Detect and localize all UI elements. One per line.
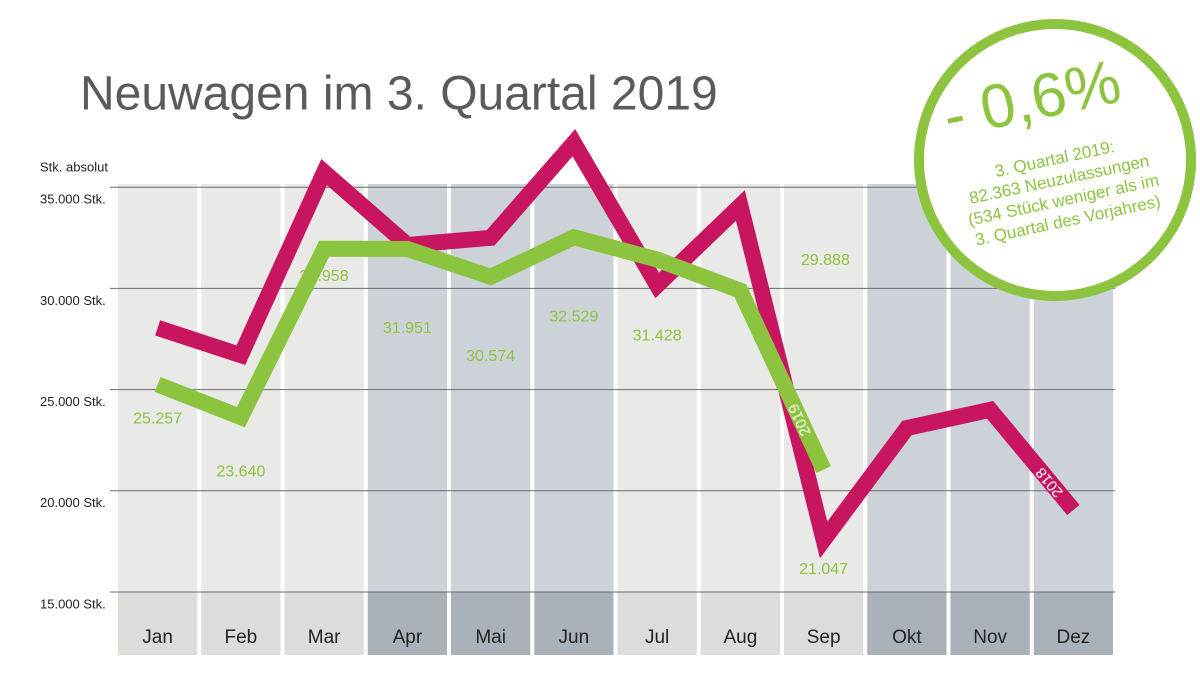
column-foot [700,592,780,655]
y-tick-label: 30.000 Stk. [40,293,106,308]
x-tick-label: Apr [393,627,423,648]
chart-title: Neuwagen im 3. Quartal 2019 [80,68,718,121]
x-tick-label: Feb [225,627,258,648]
column-foot [367,592,447,655]
y-tick-label: 15.000 Stk. [40,596,106,611]
x-tick-label: Jun [559,627,590,648]
value-label: 31.951 [383,320,432,337]
column-band [451,184,531,592]
column-foot [284,592,364,655]
y-tick-label: 25.000 Stk. [40,394,106,409]
x-tick-label: Aug [723,627,757,648]
y-axis-label: Stk. absolut [40,159,108,174]
value-label: 21.047 [799,561,848,578]
value-label: 25.257 [133,411,182,428]
column-foot [784,592,864,655]
x-tick-label: Jul [645,627,669,648]
column-foot [201,592,281,655]
column-band [700,184,780,592]
value-label: 32.529 [549,308,598,325]
x-tick-label: Sep [807,627,841,648]
value-label: 30.574 [466,348,515,365]
column-foot [451,592,531,655]
column-foot [1033,592,1113,655]
value-label: 31.428 [633,328,682,345]
column-band [867,184,947,592]
series-line [154,228,831,473]
series-line [155,129,1080,559]
x-tick-label: Mar [308,627,341,648]
column-foot [617,592,697,655]
column-foot [950,592,1030,655]
value-label: 23.640 [216,463,265,480]
x-tick-label: Nov [973,627,1007,648]
value-label: 29.888 [801,252,850,269]
value-label: 31.958 [300,268,349,285]
column-foot [534,592,614,655]
column-foot [118,592,198,655]
x-tick-label: Dez [1056,627,1090,648]
x-tick-label: Mai [475,627,506,648]
column-foot [867,592,947,655]
annotation: - 0,6%3. Quartal 2019:82.363 Neuzulassun… [914,19,1196,301]
y-tick-label: 35.000 Stk. [40,192,106,207]
column-band [201,184,281,592]
x-tick-label: Okt [892,627,922,648]
annotation-circle [914,19,1196,301]
y-tick-label: 20.000 Stk. [40,495,106,510]
x-tick-label: Jan [142,627,173,648]
